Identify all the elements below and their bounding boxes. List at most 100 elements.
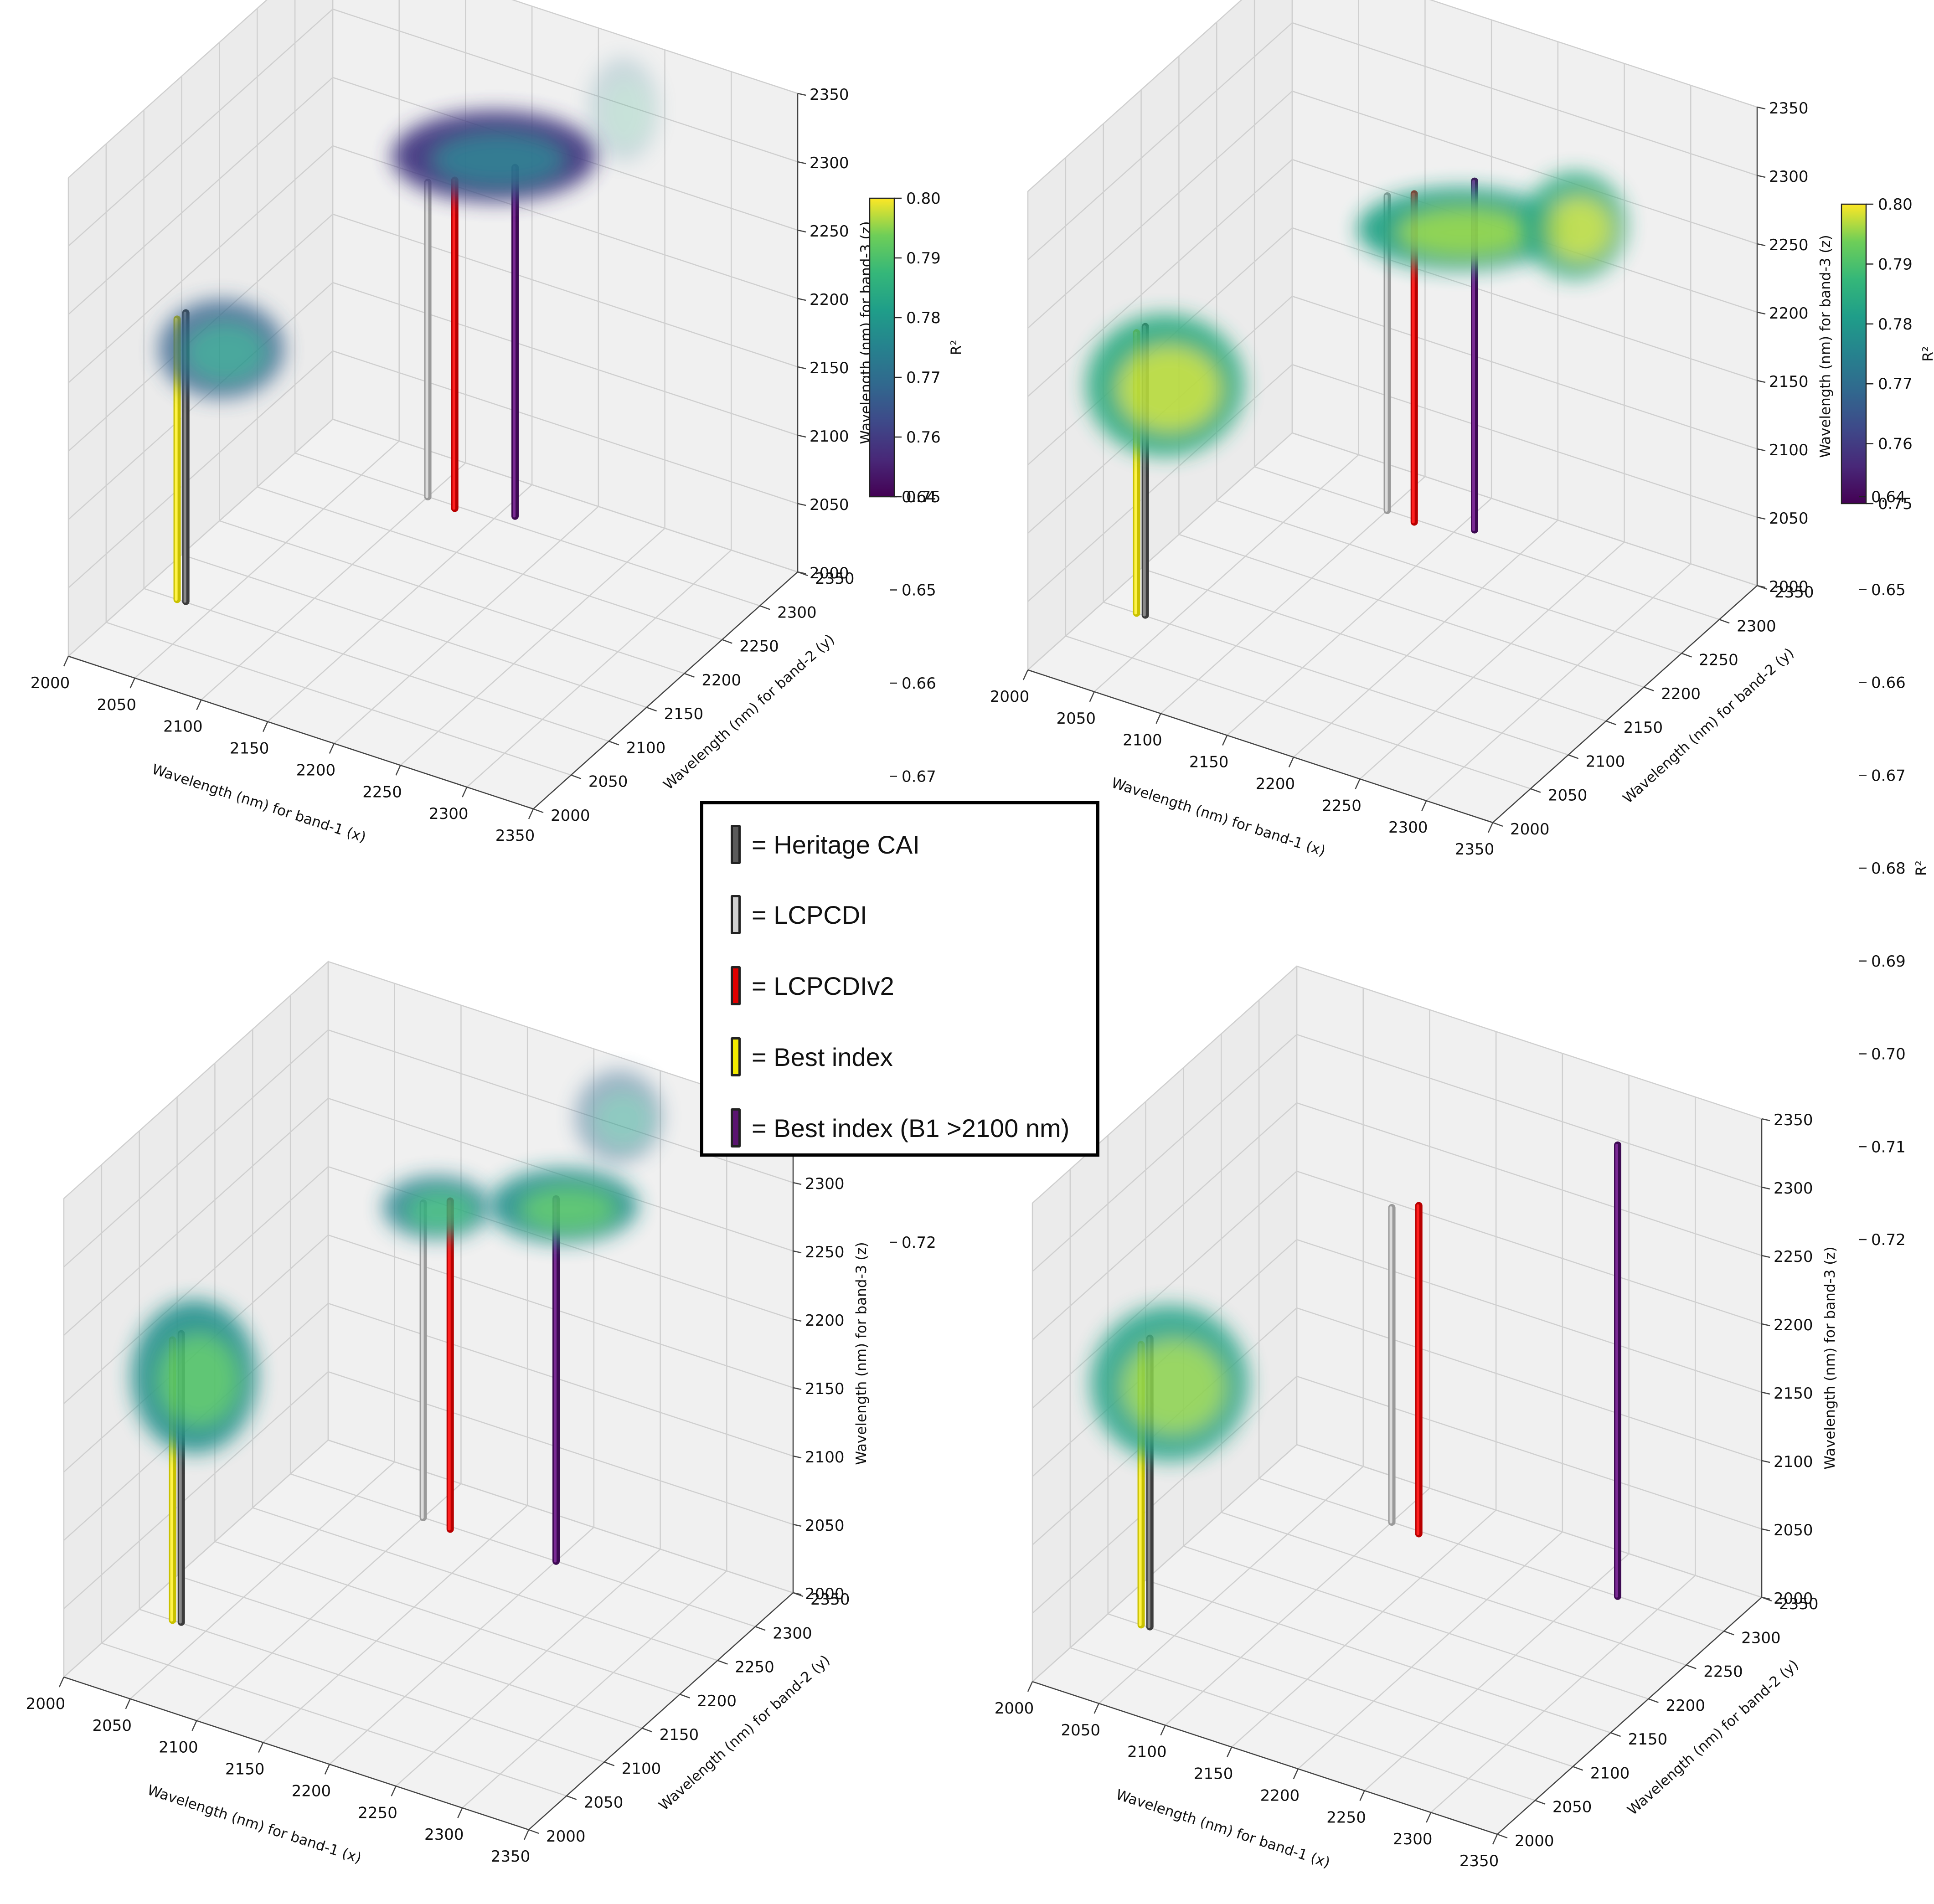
panel-b-x-tick xyxy=(1288,756,1294,767)
panel-b-grid-back-z xyxy=(1292,227,1758,381)
panel-d-z-tick-label: 2000 xyxy=(1774,1590,1813,1608)
panel-c-z-tick-label: 2150 xyxy=(805,1380,845,1398)
panel-a-cluster-2-core xyxy=(432,133,565,187)
panel-d-y-tick xyxy=(1686,1664,1697,1669)
panel-d-z-tick-label: 2250 xyxy=(1774,1248,1813,1266)
panel-c-y-tick xyxy=(604,1761,615,1766)
panel-b-x-tick xyxy=(1421,800,1427,811)
panel-a-y-tick xyxy=(684,673,695,678)
panel-b-z-tick xyxy=(1757,311,1766,315)
panel-d-z-tick xyxy=(1761,1323,1770,1327)
panel-b-y-tick xyxy=(1492,822,1503,827)
panel-d-x-tick xyxy=(1492,1834,1498,1845)
panel-d-grid-floor-x xyxy=(1364,1553,1630,1791)
panel-d-z-tick-label: 2350 xyxy=(1774,1111,1813,1129)
panel-a-y-tick xyxy=(759,605,770,610)
legend-swatch-lcpcdi xyxy=(731,895,741,934)
panel-d-colorbar-tick-label: 0.67 xyxy=(1871,767,1906,785)
panel-a-cluster-3-core xyxy=(605,82,650,144)
panel-c-z-tick-label: 2300 xyxy=(805,1175,845,1193)
panel-c-z-tick xyxy=(793,1182,802,1185)
panel-d-x-tick-label: 2100 xyxy=(1127,1743,1167,1761)
panel-a-grid-floor-y xyxy=(257,486,722,640)
panel-a-y-axis xyxy=(533,571,798,809)
panel-b-grid-floor-x xyxy=(1093,454,1359,692)
panel-b-y-tick xyxy=(1568,754,1579,759)
panel-c: (c)2000200020002050205020502100210021002… xyxy=(26,488,960,1867)
panel-d-x-tick xyxy=(1027,1681,1033,1692)
panel-c-cluster-3 xyxy=(489,1169,638,1243)
panel-c-y-tick-label: 2200 xyxy=(697,1692,737,1710)
panel-d-grid-left-z xyxy=(1032,1171,1297,1409)
panel-c-y-tick xyxy=(680,1693,690,1699)
panel-c-grid-back-z xyxy=(328,1234,794,1389)
panel-c-y-tick-label: 2000 xyxy=(546,1827,586,1846)
panel-d-grid-floor-y xyxy=(1108,1613,1573,1767)
panel-d-y-tick-label: 2200 xyxy=(1666,1697,1705,1715)
panel-a-z-tick-label: 2050 xyxy=(810,496,849,514)
panel-d-y-tick-label: 2250 xyxy=(1703,1663,1743,1681)
panel-d-y-tick xyxy=(1573,1766,1583,1771)
legend-label-heritage-cai: = Heritage CAI xyxy=(752,830,920,859)
panel-c-grid-floor-x xyxy=(395,1549,661,1787)
panel-a-cluster-2 xyxy=(392,111,597,201)
panel-c-z-tick xyxy=(793,1523,802,1527)
panel-b-cluster-3 xyxy=(1524,172,1626,279)
panel-a-z-tick-label: 2250 xyxy=(810,222,849,241)
panel-d-cluster-1 xyxy=(1091,1305,1248,1461)
panel-d-x-tick-label: 2000 xyxy=(995,1699,1034,1718)
panel-c-z-tick xyxy=(793,1387,802,1390)
panel-b-z-tick-label: 2150 xyxy=(1769,373,1809,391)
panel-a-z-tick-label: 2100 xyxy=(810,427,849,446)
panel-d-y-axis xyxy=(1497,1597,1762,1835)
panel-b-grid-left-z xyxy=(1027,432,1293,670)
legend-label-best-index: = Best index xyxy=(752,1042,893,1071)
panel-a-y-tick xyxy=(609,741,619,746)
panel-b-grid-floor-y xyxy=(1292,432,1758,587)
panel-d-y-tick xyxy=(1761,1596,1772,1602)
panel-c-grid-left-z xyxy=(63,1029,329,1267)
panel-a-cluster-1-core xyxy=(185,323,267,382)
panel-c-grid-left-z xyxy=(63,961,329,1199)
panel-c-y-tick xyxy=(566,1795,577,1800)
panel-d-grid-floor-y xyxy=(1183,1545,1649,1700)
panel-d-y-tick-label: 2050 xyxy=(1552,1798,1592,1817)
panel-a-grid-left-z xyxy=(68,145,333,383)
panel-c-x-tick-label: 2150 xyxy=(225,1760,265,1779)
panel-a-grid-back-z xyxy=(332,350,798,504)
legend-swatch-lcpcdiv2 xyxy=(731,966,741,1005)
panel-a-cluster-1 xyxy=(159,300,284,398)
panel-c-grid-floor-y xyxy=(215,1541,680,1695)
panel-b-colorbar-label: R² xyxy=(1920,346,1934,362)
panel-b-z-axis-label: Wavelength (nm) for band-3 (z) xyxy=(1817,235,1834,458)
panel-b-z-tick-label: 2000 xyxy=(1769,578,1809,596)
panel-c-x-tick xyxy=(391,1786,397,1796)
panel-c-cluster-2 xyxy=(383,1176,490,1239)
panel-c-cluster-2-core xyxy=(406,1192,476,1230)
panel-b-colorbar xyxy=(1841,203,1867,504)
panel-b-grid-floor-y xyxy=(1065,635,1531,789)
legend-item-lcpcdiv2: = LCPCDIv2 xyxy=(731,965,894,1007)
panel-a-grid-floor-x xyxy=(201,462,466,700)
panel-d-cluster-1-core xyxy=(1123,1340,1226,1434)
panel-d-x-tick xyxy=(1359,1790,1365,1801)
panel-c-grid-floor-y xyxy=(139,1609,605,1763)
panel-c-y-tick-label: 2100 xyxy=(622,1760,661,1778)
panel-b-grid-left-z xyxy=(1027,159,1293,397)
panel-a-grid-floor-y xyxy=(219,520,685,674)
panel-d-z-tick xyxy=(1761,1391,1770,1395)
legend-swatch-best-index-b1 xyxy=(731,1108,741,1148)
panel-c-x-tick-label: 2200 xyxy=(292,1782,331,1800)
panel-b-z-tick xyxy=(1757,516,1766,520)
panel-d-x-tick xyxy=(1160,1725,1166,1736)
panel-a-y-tick xyxy=(533,808,544,813)
panel-b-y-tick xyxy=(1644,686,1654,692)
panel-a-grid-left-z xyxy=(68,282,333,520)
panel-a-grid-left-z xyxy=(68,9,333,247)
panel-c-y-axis xyxy=(528,1592,794,1830)
panel-a-grid-left-z xyxy=(68,419,333,657)
panel-c-cluster-4-core xyxy=(595,1092,651,1148)
panel-c-grid-floor-x xyxy=(129,1461,395,1699)
panel-c-y-tick-label: 2050 xyxy=(584,1794,624,1812)
panel-a-colorbar-label: R² xyxy=(948,340,964,355)
